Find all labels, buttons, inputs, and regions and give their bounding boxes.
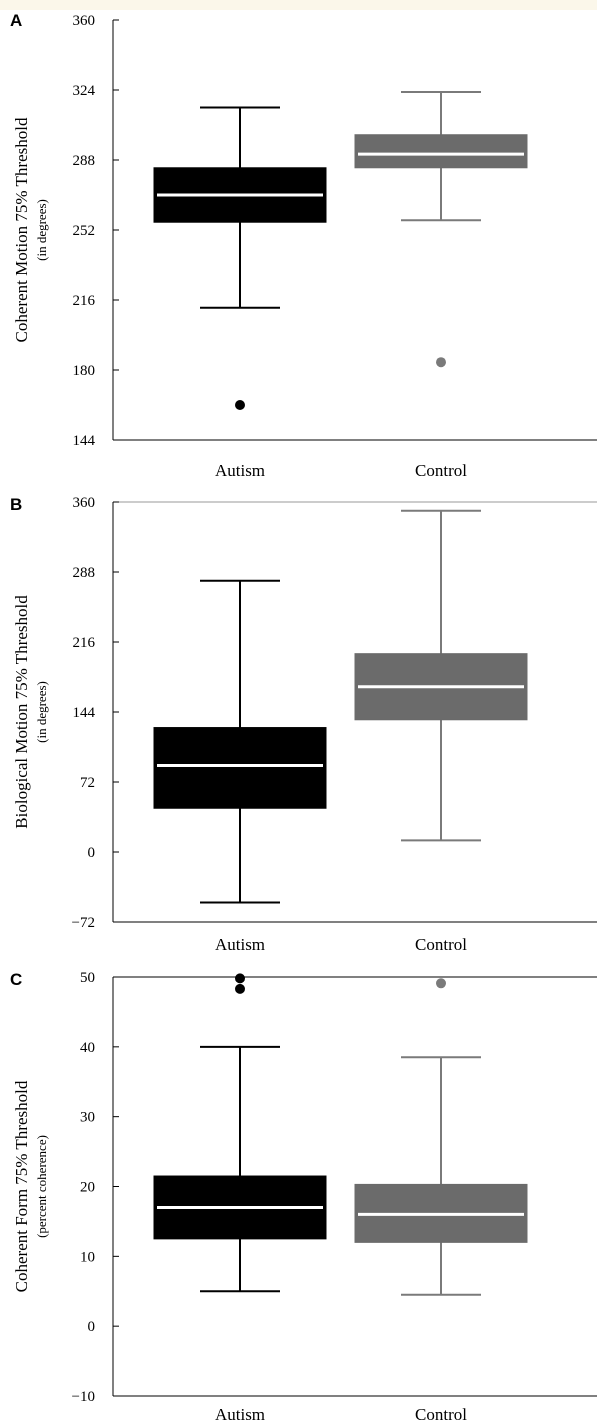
y-axis-title: Coherent Form 75% Threshold	[12, 1080, 31, 1292]
x-category-label: Autism	[215, 1405, 265, 1424]
panel-a: A 144 180 216 252 288 324 360 Coherent Motion 75…	[10, 11, 597, 480]
y-tick-label: 10	[80, 1249, 95, 1265]
y-tick-label: 360	[73, 13, 96, 29]
y-tick-label: 252	[73, 223, 96, 239]
box-control	[354, 90, 528, 368]
interquartile-box	[153, 727, 327, 809]
y-axis-subtitle: (in degrees)	[34, 199, 49, 261]
y-tick-label: −10	[72, 1389, 95, 1405]
outlier-point	[235, 973, 245, 984]
x-category-label: Control	[415, 935, 467, 954]
y-tick-label: 144	[73, 433, 96, 449]
y-tick-label: 0	[88, 1319, 96, 1335]
outlier-point	[436, 357, 446, 368]
y-tick-label: 288	[73, 565, 96, 581]
y-tick-label: 360	[73, 495, 96, 511]
outlier-point	[235, 983, 245, 994]
x-category-label: Control	[415, 1405, 467, 1424]
y-tick-label: 20	[80, 1180, 95, 1196]
box-control	[354, 978, 528, 1296]
y-tick-label: 40	[80, 1040, 95, 1056]
y-tick-label: 30	[80, 1110, 95, 1126]
y-tick-label: −72	[72, 915, 95, 931]
box-autism	[153, 973, 327, 1293]
box-control	[354, 509, 528, 842]
interquartile-box	[354, 134, 528, 169]
y-axis-title: Coherent Motion 75% Threshold	[12, 117, 31, 342]
y-tick-label: 216	[73, 635, 96, 651]
panel-b: B −72 0 72 144 216 288 360 Biological Motion 75%…	[10, 495, 597, 954]
panel-letter: A	[10, 11, 22, 30]
y-axis-subtitle: (percent coherence)	[34, 1135, 49, 1238]
y-tick-label: 0	[88, 845, 96, 861]
box-autism	[153, 106, 327, 410]
outlier-point	[235, 400, 245, 410]
y-tick-label: 50	[80, 970, 95, 986]
y-tick-label: 72	[80, 775, 95, 791]
panel-letter: C	[10, 970, 22, 989]
x-category-label: Control	[415, 461, 467, 480]
panel-c: C −10 0 10 20 30 40 50 Coherent Form 75% Thresho…	[10, 970, 597, 1424]
y-tick-label: 144	[73, 705, 96, 721]
box-autism	[153, 579, 327, 904]
x-category-label: Autism	[215, 935, 265, 954]
outlier-point	[436, 978, 446, 989]
top-background-band	[0, 0, 597, 10]
y-tick-label: 180	[73, 363, 96, 379]
y-tick-label: 216	[73, 293, 96, 309]
panel-letter: B	[10, 495, 22, 514]
y-axis-subtitle: (in degrees)	[34, 681, 49, 743]
y-axis-title: Biological Motion 75% Threshold	[12, 595, 31, 829]
x-category-label: Autism	[215, 461, 265, 480]
y-tick-label: 288	[73, 153, 96, 169]
y-tick-label: 324	[73, 83, 96, 99]
